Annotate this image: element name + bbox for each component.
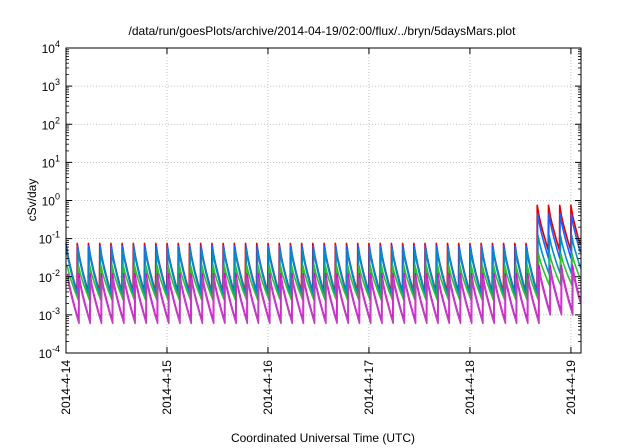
y-tick-label: 10-4 (39, 344, 60, 361)
x-tick-label: 2014-4-16 (261, 360, 275, 415)
x-axis-label: Coordinated Universal Time (UTC) (231, 431, 415, 445)
x-axis-ticks: 2014-4-14 2014-4-15 2014-4-16 2014-4-17 2014… (59, 48, 578, 415)
chart-title: /data/run/goesPlots/archive/2014-04-19/0… (129, 24, 517, 38)
x-tick-label: 2014-4-18 (463, 360, 477, 415)
x-tick-label: 2014-4-17 (362, 360, 376, 415)
chart-series-group (65, 204, 582, 325)
x-tick-label: 2014-4-14 (59, 360, 73, 415)
y-tick-label: 10-2 (39, 268, 60, 285)
y-tick-label: 10-1 (39, 230, 60, 247)
series-line (67, 269, 582, 325)
series-line (65, 204, 581, 293)
chart-grid (66, 48, 581, 353)
y-axis-label: cSv/day (25, 179, 39, 222)
y-tick-label: 100 (42, 192, 60, 209)
y-tick-label: 10-3 (39, 306, 60, 323)
y-tick-label: 102 (42, 115, 60, 132)
x-tick-label: 2014-4-19 (564, 360, 578, 415)
x-tick-label: 2014-4-15 (160, 360, 174, 415)
series-line (66, 253, 581, 301)
plot-frame (65, 47, 582, 354)
y-tick-label: 103 (42, 77, 60, 94)
y-tick-label: 104 (42, 39, 60, 56)
y-axis-ticks: 10-4 10-3 10-2 10-1 100 101 102 103 104 (39, 39, 581, 361)
y-tick-label: 101 (42, 153, 60, 170)
